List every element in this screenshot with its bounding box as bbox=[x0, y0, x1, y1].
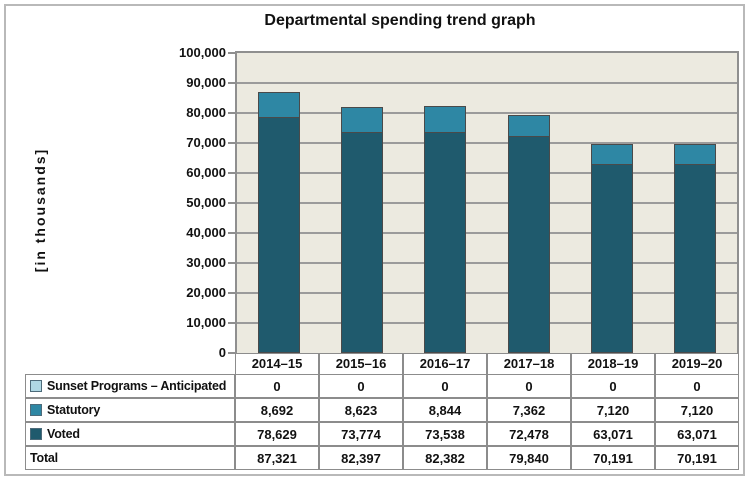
y-axis-tick bbox=[228, 262, 235, 264]
gridline bbox=[237, 202, 737, 204]
table-row-label: Total bbox=[25, 446, 235, 470]
table-cell: 70,191 bbox=[571, 446, 655, 470]
gridline bbox=[237, 322, 737, 324]
bar-segment-voted bbox=[424, 132, 466, 353]
legend-row-label: Voted bbox=[47, 427, 80, 441]
table-cell: 0 bbox=[235, 374, 319, 398]
x-axis-header-row: 2014–15 2015–16 2016–17 2017–18 2018–19 2019–… bbox=[235, 353, 739, 375]
y-axis-tick bbox=[228, 82, 235, 84]
gridline bbox=[237, 172, 737, 174]
table-cell: 73,538 bbox=[403, 422, 487, 446]
table-cell: 70,191 bbox=[655, 446, 739, 470]
bar-segment-statutory bbox=[591, 144, 633, 165]
y-axis-label: [in thousands] bbox=[32, 147, 48, 273]
table-cell: 0 bbox=[403, 374, 487, 398]
y-axis-tick-label: 80,000 bbox=[186, 105, 226, 120]
data-table: Sunset Programs – Anticipated 0 0 0 0 0 0 Statu… bbox=[25, 374, 739, 470]
gridline bbox=[237, 262, 737, 264]
y-axis-tick bbox=[228, 172, 235, 174]
table-cell: 82,382 bbox=[403, 446, 487, 470]
table-cell: 63,071 bbox=[655, 422, 739, 446]
table-cell: 0 bbox=[319, 374, 403, 398]
x-axis-category: 2015–16 bbox=[319, 353, 403, 375]
table-cell: 7,362 bbox=[487, 398, 571, 422]
bar-segment-statutory bbox=[424, 106, 466, 133]
table-cell: 0 bbox=[655, 374, 739, 398]
y-axis-tick-label: 50,000 bbox=[186, 195, 226, 210]
legend-swatch-sunset-programs-anticipated bbox=[30, 380, 42, 392]
bar-segment-statutory bbox=[674, 144, 716, 165]
y-axis-tick bbox=[228, 112, 235, 114]
y-axis-tick-label: 10,000 bbox=[186, 315, 226, 330]
table-row-label: Sunset Programs – Anticipated bbox=[25, 374, 235, 398]
y-axis-tick-label: 60,000 bbox=[186, 165, 226, 180]
chart-title: Departmental spending trend graph bbox=[264, 12, 536, 29]
bar-segment-statutory bbox=[258, 92, 300, 118]
x-axis-category: 2018–19 bbox=[571, 353, 655, 375]
y-axis-tick-label: 40,000 bbox=[186, 225, 226, 240]
x-axis-category: 2016–17 bbox=[403, 353, 487, 375]
legend-swatch-statutory bbox=[30, 404, 42, 416]
y-axis-tick bbox=[228, 142, 235, 144]
y-axis-tick-label: 90,000 bbox=[186, 75, 226, 90]
table-cell: 79,840 bbox=[487, 446, 571, 470]
table-cell: 87,321 bbox=[235, 446, 319, 470]
y-axis-tick-label: 100,000 bbox=[179, 45, 226, 60]
y-axis-tick-label: 20,000 bbox=[186, 285, 226, 300]
bar-segment-voted bbox=[508, 136, 550, 353]
x-axis-category: 2019–20 bbox=[655, 353, 739, 375]
legend-row-label: Statutory bbox=[47, 403, 101, 417]
chart-frame-border bbox=[4, 4, 745, 476]
bar-segment-voted bbox=[591, 164, 633, 353]
table-cell: 7,120 bbox=[571, 398, 655, 422]
bar-segment-voted bbox=[258, 117, 300, 353]
gridline bbox=[237, 82, 737, 84]
legend-row-label: Total bbox=[30, 451, 58, 465]
y-axis-tick bbox=[228, 352, 235, 354]
table-cell: 63,071 bbox=[571, 422, 655, 446]
gridline bbox=[237, 292, 737, 294]
y-axis-tick-label: 30,000 bbox=[186, 255, 226, 270]
table-cell: 0 bbox=[571, 374, 655, 398]
plot-area bbox=[228, 51, 739, 355]
gridline bbox=[237, 142, 737, 144]
x-axis-category: 2017–18 bbox=[487, 353, 571, 375]
table-cell: 0 bbox=[487, 374, 571, 398]
bar-segment-voted bbox=[341, 132, 383, 353]
bar-segment-statutory bbox=[508, 115, 550, 137]
table-cell: 8,623 bbox=[319, 398, 403, 422]
table-row-label: Voted bbox=[25, 422, 235, 446]
y-axis-tick bbox=[228, 52, 235, 54]
table-cell: 8,844 bbox=[403, 398, 487, 422]
bar-segment-statutory bbox=[341, 107, 383, 133]
y-axis-tick bbox=[228, 322, 235, 324]
table-cell: 82,397 bbox=[319, 446, 403, 470]
y-axis-tick bbox=[228, 232, 235, 234]
y-axis-tick-label: 0 bbox=[218, 345, 226, 360]
legend-swatch-voted bbox=[30, 428, 42, 440]
table-cell: 72,478 bbox=[487, 422, 571, 446]
x-axis-category: 2014–15 bbox=[235, 353, 319, 375]
table-cell: 78,629 bbox=[235, 422, 319, 446]
bar-segment-voted bbox=[674, 164, 716, 353]
table-cell: 7,120 bbox=[655, 398, 739, 422]
table-row-label: Statutory bbox=[25, 398, 235, 422]
legend-row-label: Sunset Programs – Anticipated bbox=[47, 379, 227, 393]
y-axis-tick bbox=[228, 202, 235, 204]
gridline bbox=[237, 232, 737, 234]
table-cell: 8,692 bbox=[235, 398, 319, 422]
gridline bbox=[237, 112, 737, 114]
table-cell: 73,774 bbox=[319, 422, 403, 446]
y-axis-tick bbox=[228, 292, 235, 294]
y-axis-tick-label: 70,000 bbox=[186, 135, 226, 150]
